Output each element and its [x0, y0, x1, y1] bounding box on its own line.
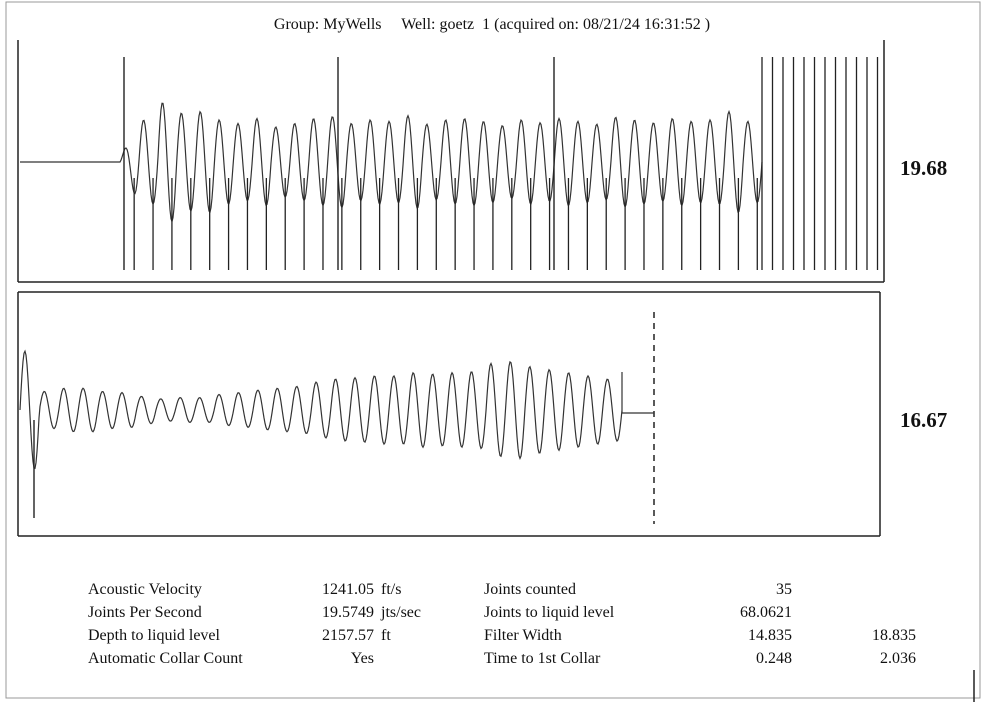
results-right-labels: Joints counted Joints to liquid level Fi…	[484, 578, 614, 670]
joints-counted-value: 35	[776, 581, 792, 598]
lower-scale-value: 16.67	[900, 408, 948, 432]
outer-border	[5, 1, 981, 699]
chart-header: Group: MyWells Well: goetz 1 (acquired o…	[0, 16, 984, 34]
time-first-collar-value2: 2.036	[880, 650, 916, 667]
results-right-values: 35 68.0621 14.835 0.248	[690, 578, 792, 670]
well-label: Well: goetz 1 (acquired on: 08/21/24 16:…	[401, 16, 711, 33]
lower-trace-group	[19, 349, 654, 518]
auto-collar-count-label: Automatic Collar Count	[88, 650, 243, 667]
upper-trace-group	[20, 57, 879, 270]
joints-counted-label: Joints counted	[484, 581, 576, 598]
time-first-collar-label: Time to 1st Collar	[484, 650, 601, 667]
filter-width-value: 14.835	[748, 627, 792, 644]
upper-wave-line	[20, 102, 763, 224]
auto-collar-count-value: Yes	[350, 650, 374, 667]
results-left-labels: Acoustic Velocity Joints Per Second Dept…	[88, 578, 243, 670]
results-right-values2: 18.835 2.036	[820, 578, 916, 670]
depth-to-liquid-unit: ft	[381, 627, 391, 644]
joints-per-second-value: 19.5749	[322, 604, 374, 621]
results-left-values: 1241.05 19.5749 2157.57 Yes	[290, 578, 374, 670]
time-first-collar-value: 0.248	[756, 650, 792, 667]
joints-to-liquid-value2	[820, 601, 916, 624]
joints-to-liquid-label: Joints to liquid level	[484, 604, 615, 621]
group-label: Group: MyWells	[273, 16, 382, 33]
depth-to-liquid-label: Depth to liquid level	[88, 627, 220, 644]
joints-per-second-label: Joints Per Second	[88, 604, 202, 621]
acoustic-velocity-label: Acoustic Velocity	[88, 581, 202, 598]
filter-width-label: Filter Width	[484, 627, 562, 644]
results-left-units: ft/s jts/sec ft	[381, 578, 421, 670]
joints-to-liquid-value: 68.0621	[740, 604, 792, 621]
lower-wave-line	[19, 349, 654, 470]
joints-per-second-unit: jts/sec	[381, 604, 421, 621]
depth-to-liquid-value: 2157.57	[322, 627, 374, 644]
acoustic-velocity-unit: ft/s	[381, 581, 402, 598]
joints-counted-value2	[820, 578, 916, 601]
upper-scale-value: 19.68	[900, 156, 948, 180]
acoustic-velocity-value: 1241.05	[322, 581, 374, 598]
auto-collar-count-unit	[381, 647, 421, 670]
filter-width-value2: 18.835	[872, 627, 916, 644]
